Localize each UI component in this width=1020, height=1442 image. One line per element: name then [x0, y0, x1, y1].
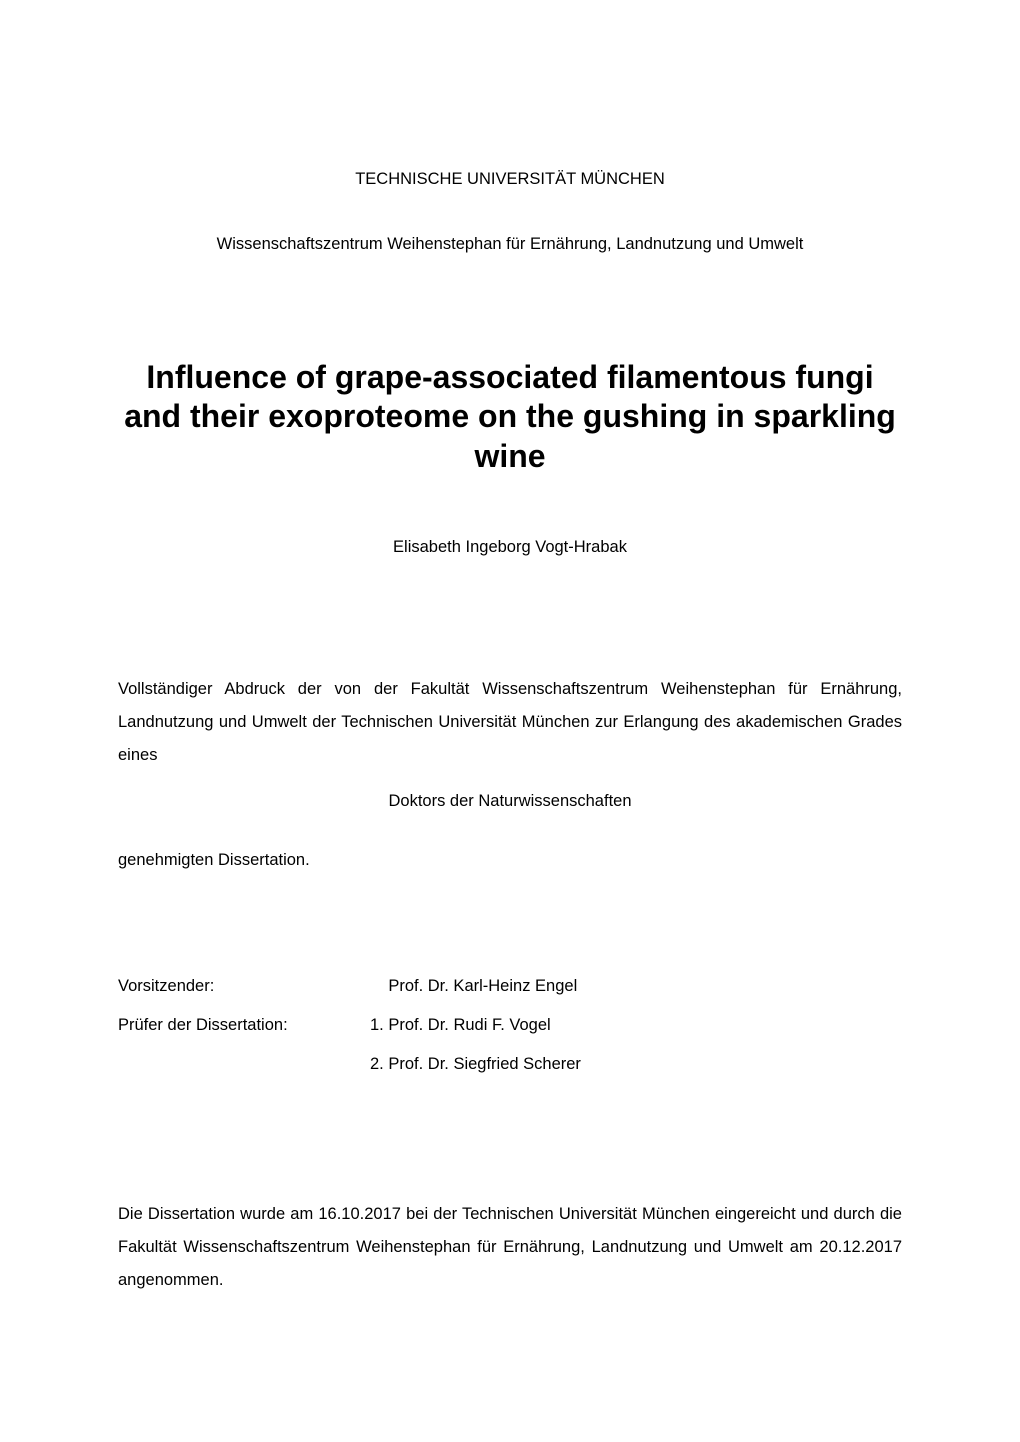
dissertation-title: Influence of grape-associated filamentou… — [118, 358, 902, 476]
roles-row-examiner-2: 2. Prof. Dr. Siegfried Scherer — [118, 1052, 581, 1091]
department-name: Wissenschaftszentrum Weihenstephan für E… — [118, 235, 902, 254]
roles-row-chair: Vorsitzender: Prof. Dr. Karl-Heinz Engel — [118, 974, 581, 1013]
chair-name: Prof. Dr. Karl-Heinz Engel — [370, 974, 581, 1013]
chair-label: Vorsitzender: — [118, 974, 370, 1013]
title-page: TECHNISCHE UNIVERSITÄT MÜNCHEN Wissensch… — [0, 0, 1020, 1442]
closing-paragraph: Die Dissertation wurde am 16.10.2017 bei… — [118, 1198, 902, 1297]
author-name: Elisabeth Ingeborg Vogt-Hrabak — [118, 538, 902, 557]
approved-line: genehmigten Dissertation. — [118, 851, 902, 870]
roles-table: Vorsitzender: Prof. Dr. Karl-Heinz Engel… — [118, 974, 581, 1090]
degree-line: Doktors der Naturwissenschaften — [118, 792, 902, 811]
roles-row-examiner-1: Prüfer der Dissertation: 1. Prof. Dr. Ru… — [118, 1013, 581, 1052]
examiner-1-name: 1. Prof. Dr. Rudi F. Vogel — [370, 1013, 581, 1052]
institution-name: TECHNISCHE UNIVERSITÄT MÜNCHEN — [118, 170, 902, 189]
examiner-2-name: 2. Prof. Dr. Siegfried Scherer — [370, 1052, 581, 1091]
examiner-label: Prüfer der Dissertation: — [118, 1013, 370, 1052]
examiner-label-empty — [118, 1052, 370, 1091]
abstract-paragraph: Vollständiger Abdruck der von der Fakult… — [118, 673, 902, 772]
